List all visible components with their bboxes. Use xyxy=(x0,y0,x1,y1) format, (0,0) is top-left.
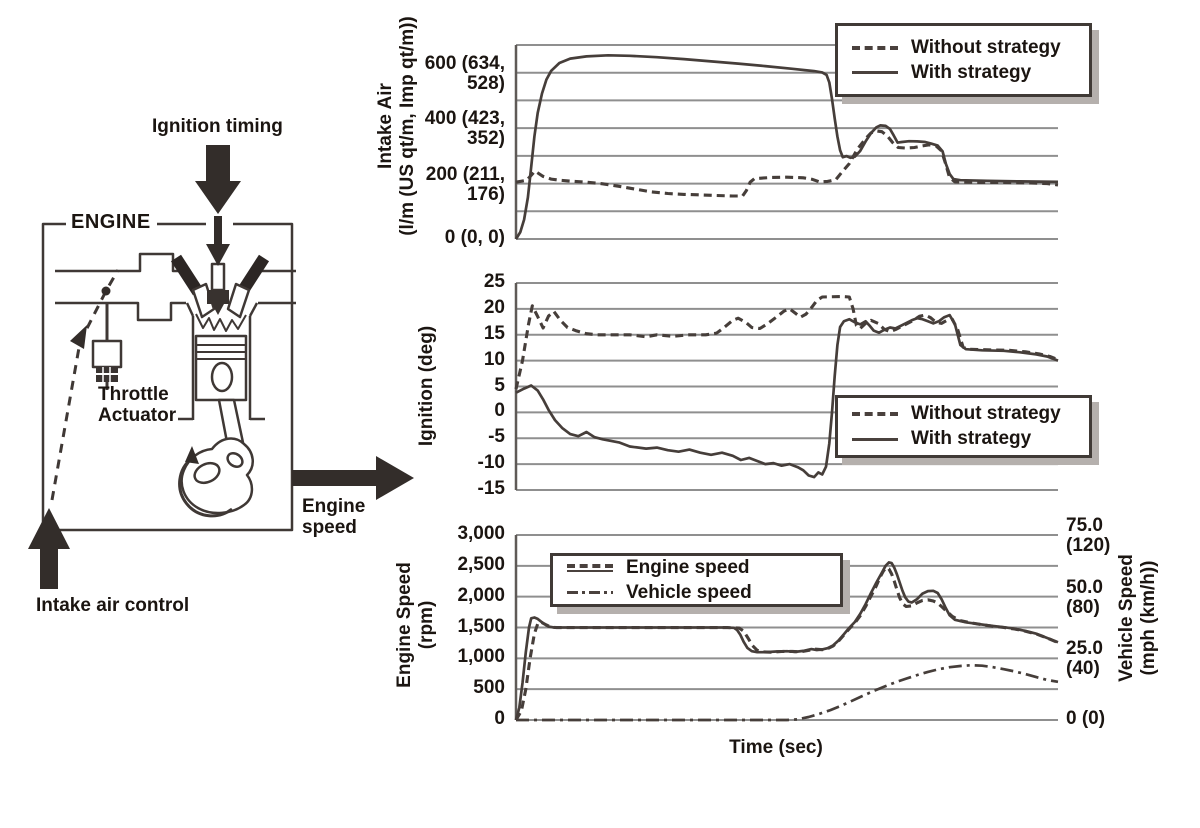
spark-plug-base xyxy=(207,290,229,304)
legend-row: Vehicle speed xyxy=(567,582,840,604)
y-axis-tick-label: 0 (0, 0) xyxy=(444,227,505,248)
chamber-wall-right xyxy=(248,302,259,317)
y2-axis-tick-label: 0 (0) xyxy=(1066,708,1106,729)
y-axis-tick-label: 20 xyxy=(483,296,505,318)
crank-hole-large xyxy=(193,461,221,485)
dashdot-line-sample-icon xyxy=(567,591,613,594)
y-axis-tick-label: 25 xyxy=(483,271,505,292)
y-axis-tick-label: -10 xyxy=(477,452,505,474)
y2-axis-tick-label: 25.0 (40) xyxy=(1066,638,1103,680)
spark-plug-tip xyxy=(212,304,224,315)
piston-pin-hole xyxy=(210,361,234,393)
intake-air-arrow-icon xyxy=(28,508,70,589)
ignition-timing-label: Ignition timing xyxy=(152,116,283,137)
y-axis-tick-label: 200 (211, 176) xyxy=(425,163,505,205)
engine-speed-arrow-icon xyxy=(292,456,414,500)
dashed-line-sample-icon xyxy=(852,412,898,416)
combustion-spark xyxy=(195,313,247,332)
legend-row: Without strategy xyxy=(852,37,1089,59)
y-axis-tick-label: -5 xyxy=(488,426,505,448)
throttle-actuator-label: Throttle Actuator xyxy=(98,384,177,426)
legend-row: Engine speed xyxy=(567,557,840,579)
y-axis-tick-label: 1,500 xyxy=(457,615,505,637)
y-axis-tick-label: 600 (634, 528) xyxy=(424,52,505,94)
charts-art xyxy=(514,44,1059,722)
legend-row: With strategy xyxy=(852,428,1089,450)
engine-box-label: ENGINE xyxy=(71,211,151,233)
solid-line-sample-icon xyxy=(852,437,898,441)
y-axis-tick-label: 2,000 xyxy=(457,584,505,606)
legend-label-without-strategy: Without strategy xyxy=(911,403,1061,424)
valve-body-left xyxy=(191,282,216,319)
valve-stem-right-icon xyxy=(236,254,270,296)
chamber-wall-left xyxy=(185,302,195,317)
crank-rotation-arrowhead-icon xyxy=(185,446,199,464)
y-axis-tick-label: -15 xyxy=(477,478,505,499)
series-without-strategy-dashed xyxy=(514,294,1059,390)
linkage-pivot-dot xyxy=(101,286,111,296)
y-axis-tick-label: 0 xyxy=(494,708,505,729)
valve-body-right xyxy=(226,282,251,319)
y-axis-tick-label: 10 xyxy=(483,348,505,370)
crank-hole-small xyxy=(226,452,244,468)
linkage-direction-arrowhead-icon xyxy=(70,325,87,349)
spark-plug xyxy=(210,262,226,292)
port-line-upper-left xyxy=(55,252,187,273)
y-axis-tick-label: 5 xyxy=(494,374,505,396)
y2-axis-tick-label: 50.0 (80) xyxy=(1066,576,1103,618)
engine-speed-line-sample-icon xyxy=(567,563,613,572)
y-axis-tick-label: 0 xyxy=(494,400,505,422)
y2-axis-tick-label: 75.0 (120) xyxy=(1066,515,1111,556)
port-line-lower-left xyxy=(55,301,186,322)
time-axis-label: Time (sec) xyxy=(729,737,823,758)
cylinder-wall-right xyxy=(248,316,265,421)
series-engine-speed-dashed xyxy=(514,566,1059,721)
engine-box xyxy=(41,222,294,532)
y-axis-tick-label: 3,000 xyxy=(457,523,505,544)
legend-label-with-strategy: With strategy xyxy=(911,61,1032,83)
legend-row: Without strategy xyxy=(852,403,1089,425)
legend-row: With strategy xyxy=(852,62,1089,84)
legend-ignition: Without strategy With strategy xyxy=(835,395,1092,458)
ignition-timing-arrow-icon xyxy=(195,145,241,266)
piston-rings xyxy=(196,344,246,360)
series-with-strategy-solid xyxy=(514,53,1059,240)
y-axis-tick-label: 1,000 xyxy=(457,646,505,668)
legend-speed: Engine speed Vehicle speed xyxy=(550,553,843,607)
throttle-actuator-coil-lines2 xyxy=(102,367,111,382)
engine-speed-label: Engine speed xyxy=(302,496,366,538)
series-with-strategy-solid xyxy=(515,313,1059,479)
series-without-strategy-dashed xyxy=(515,129,1059,198)
dashed-line-sample-icon xyxy=(852,45,898,50)
y-axis-tick-label: 400 (423, 352) xyxy=(424,108,505,150)
legend-label-without-strategy: Without strategy xyxy=(911,36,1061,58)
legend-label-with-strategy: With strategy xyxy=(911,428,1032,449)
y-axis-tick-label: 500 xyxy=(473,677,505,699)
engine-diagram xyxy=(28,145,414,589)
valve-stem-left-icon xyxy=(170,254,204,296)
intake-air-control-label: Intake air control xyxy=(36,595,190,616)
throttle-actuator-body xyxy=(91,339,123,369)
throttle-linkage-dashed-line xyxy=(50,269,120,501)
y-axis-tick-label: 15 xyxy=(483,322,505,344)
legend-label-engine-speed: Engine speed xyxy=(626,556,750,578)
cylinder-wall-left xyxy=(178,316,195,421)
legend-label-vehicle-speed: Vehicle speed xyxy=(626,581,752,603)
crank-rotation-arrow-icon xyxy=(178,456,233,518)
solid-line-sample-icon xyxy=(852,71,898,74)
series-vehicle-speed-dashdot xyxy=(516,663,1059,722)
y-axis-tick-label: 2,500 xyxy=(457,553,505,575)
legend-intake-air: Without strategy With strategy xyxy=(835,23,1092,97)
